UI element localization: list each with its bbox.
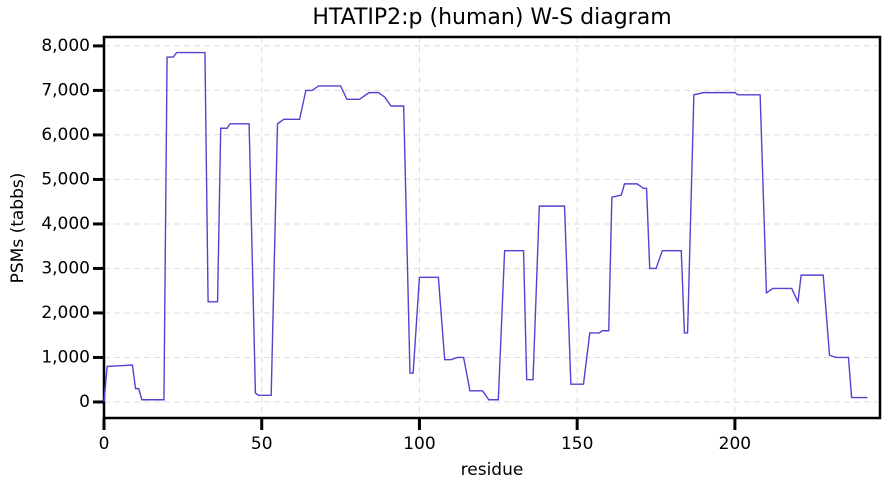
- plot-frame: [102, 35, 882, 420]
- x-tick-label: 0: [99, 434, 110, 454]
- y-tick-label: 8,000: [41, 36, 90, 56]
- x-tick-label: 150: [561, 434, 593, 454]
- y-tick-label: 0: [79, 392, 90, 412]
- y-tick-label: 6,000: [41, 125, 90, 145]
- y-tick-label: 2,000: [41, 303, 90, 323]
- y-tick-label: 4,000: [41, 214, 90, 234]
- y-tick-label: 7,000: [41, 80, 90, 100]
- y-axis-label: PSMs (tabbs): [8, 173, 28, 284]
- x-tick-label: 100: [403, 434, 435, 454]
- chart-title: HTATIP2:p (human) W-S diagram: [312, 5, 671, 30]
- x-axis-label: residue: [461, 460, 524, 480]
- y-tick-label: 1,000: [41, 347, 90, 367]
- y-tick-label: 5,000: [41, 169, 90, 189]
- y-tick-label: 3,000: [41, 258, 90, 278]
- x-tick-label: 50: [251, 434, 273, 454]
- data-line: [103, 51, 868, 403]
- x-tick-label: 200: [719, 434, 751, 454]
